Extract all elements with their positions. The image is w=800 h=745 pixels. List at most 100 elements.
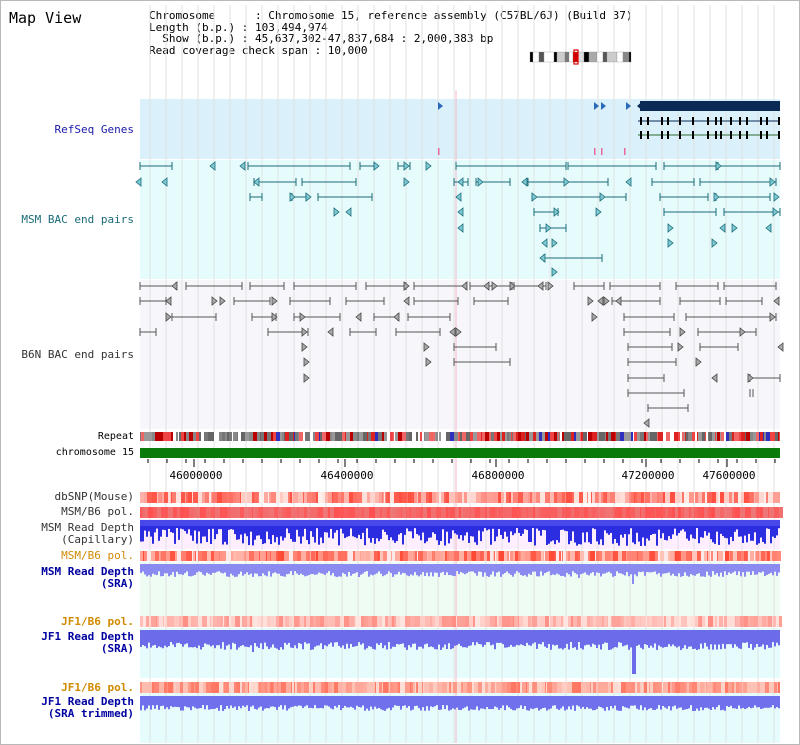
dbsnp-heat	[298, 492, 303, 503]
msm-depth-capillary-cap	[450, 520, 452, 526]
b6n-bac-end	[483, 281, 490, 291]
msm-depth-capillary-cap	[462, 520, 464, 526]
msm-depth-capillary-bar	[530, 520, 532, 542]
repeat-segment	[525, 432, 526, 441]
repeat-segment	[611, 432, 615, 441]
jf1-b6-pol-heat	[612, 616, 617, 627]
msm-depth-sra-bar	[142, 564, 144, 572]
msm-depth-capillary-cap	[234, 520, 236, 526]
dbsnp-heat	[236, 492, 240, 503]
track-label-jf1-b6-pol-2: JF1/B6 pol.	[61, 681, 134, 694]
msm-b6-pol2-heat	[193, 551, 195, 561]
msm-depth-capillary-bar	[312, 520, 314, 537]
msm-depth-capillary-cap	[428, 520, 430, 526]
jf1-b6-pol-heat	[568, 616, 570, 627]
jf1-depth-trimmed-bar	[276, 696, 278, 710]
msm-depth-sra-bar	[240, 564, 242, 572]
msm-depth-sra-bar	[658, 564, 660, 574]
msm-depth-sra-bar	[690, 564, 692, 575]
msm-b6-pol-heat	[227, 507, 230, 518]
b6n-bac-track-bg	[140, 280, 780, 429]
track-label-chromosome: chromosome 15	[55, 447, 134, 458]
jf1-depth-trimmed-bar	[372, 696, 374, 710]
msm-bac-end	[719, 223, 726, 233]
jf1-b6-pol-heat	[372, 616, 377, 627]
jf1-b6-pol-heat	[196, 616, 198, 627]
jf1-depth-trimmed-bar	[190, 696, 192, 711]
jf1-depth-sra-bar	[570, 630, 572, 643]
msm-depth-sra-bar	[392, 564, 394, 577]
repeat-segment	[539, 432, 542, 441]
exon	[739, 117, 741, 125]
jf1-depth-trimmed-bar	[204, 696, 206, 710]
msm-depth-capillary-cap	[148, 520, 150, 526]
msm-depth-capillary-cap	[218, 520, 220, 526]
msm-b6-pol2-heat	[570, 551, 575, 561]
ideogram-band	[588, 51, 598, 63]
jf1-b6-pol2-heat	[617, 682, 621, 693]
msm-depth-capillary-cap	[478, 520, 480, 526]
msm-depth-capillary-cap	[190, 520, 192, 526]
track-label-refseq-genes[interactable]: RefSeq Genes	[54, 123, 134, 136]
track-label-b6n-bac[interactable]: B6N BAC end pairs	[21, 348, 134, 361]
msm-b6-pol-heat	[572, 507, 574, 518]
jf1-depth-trimmed-bar	[368, 696, 370, 711]
msm-depth-capillary-cap	[500, 520, 502, 526]
jf1-depth-trimmed-bar	[206, 696, 208, 706]
jf1-b6-pol-heat	[499, 616, 502, 627]
jf1-depth-trimmed-bar	[518, 696, 520, 709]
msm-depth-capillary-cap	[580, 520, 582, 526]
jf1-depth-trimmed-bar	[704, 696, 706, 708]
repeat-segment	[756, 432, 759, 441]
jf1-depth-sra-bar	[714, 630, 716, 645]
msm-depth-capillary-cap	[714, 520, 716, 526]
msm-bac-end	[253, 177, 260, 187]
jf1-b6-pol-heat	[514, 616, 518, 627]
msm-b6-pol-heat	[749, 507, 751, 518]
msm-depth-capillary-cap	[758, 520, 760, 526]
jf1-b6-pol-heat	[581, 616, 582, 627]
jf1-depth-trimmed-bar	[176, 696, 178, 707]
msm-b6-pol2-heat	[423, 551, 427, 561]
jf1-b6-pol2-heat	[346, 682, 348, 693]
msm-depth-capillary-cap	[160, 520, 162, 526]
msm-b6-pol2-heat	[518, 551, 520, 561]
repeat-segment	[542, 432, 545, 441]
jf1-depth-trimmed-bar	[250, 696, 252, 707]
msm-depth-sra-bar	[680, 564, 682, 577]
jf1-depth-trimmed-bar	[554, 696, 556, 706]
jf1-b6-pol-heat	[445, 616, 448, 627]
jf1-b6-pol2-heat	[491, 682, 495, 693]
jf1-b6-pol-heat	[744, 616, 748, 627]
dbsnp-heat	[625, 492, 629, 503]
dbsnp-heat	[481, 492, 484, 503]
jf1-depth-trimmed-bar	[154, 696, 156, 709]
jf1-depth-sra-bar	[180, 630, 182, 644]
jf1-b6-pol-heat	[607, 616, 608, 627]
jf1-b6-pol-heat	[388, 616, 391, 627]
jf1-b6-pol-heat	[528, 616, 531, 627]
jf1-b6-pol2-heat	[295, 682, 297, 693]
msm-b6-pol2-heat	[328, 551, 331, 561]
msm-depth-capillary-cap	[586, 520, 588, 526]
jf1-b6-pol-heat	[755, 616, 758, 627]
jf1-b6-pol2-heat	[502, 682, 507, 693]
repeat-segment	[155, 432, 159, 441]
msm-depth-sra-bar	[774, 564, 776, 572]
jf1-b6-pol-heat	[354, 616, 355, 627]
msm-depth-sra-bar	[712, 564, 714, 572]
msm-b6-pol2-heat	[495, 551, 496, 561]
jf1-depth-sra-bar	[202, 630, 204, 648]
jf1-depth-sra-bar	[340, 630, 342, 648]
msm-b6-pol2-heat	[220, 551, 223, 561]
jf1-depth-sra-bar	[214, 630, 216, 649]
repeat-segment	[416, 432, 418, 441]
jf1-b6-pol-heat	[252, 616, 254, 627]
msm-depth-sra-bar	[418, 564, 420, 577]
msm-depth-sra-bar	[266, 564, 268, 577]
repeat-segment	[624, 432, 628, 441]
dbsnp-heat	[497, 492, 498, 503]
jf1-depth-sra-bar	[300, 630, 302, 644]
track-label-msm-bac[interactable]: MSM BAC end pairs	[21, 213, 134, 226]
